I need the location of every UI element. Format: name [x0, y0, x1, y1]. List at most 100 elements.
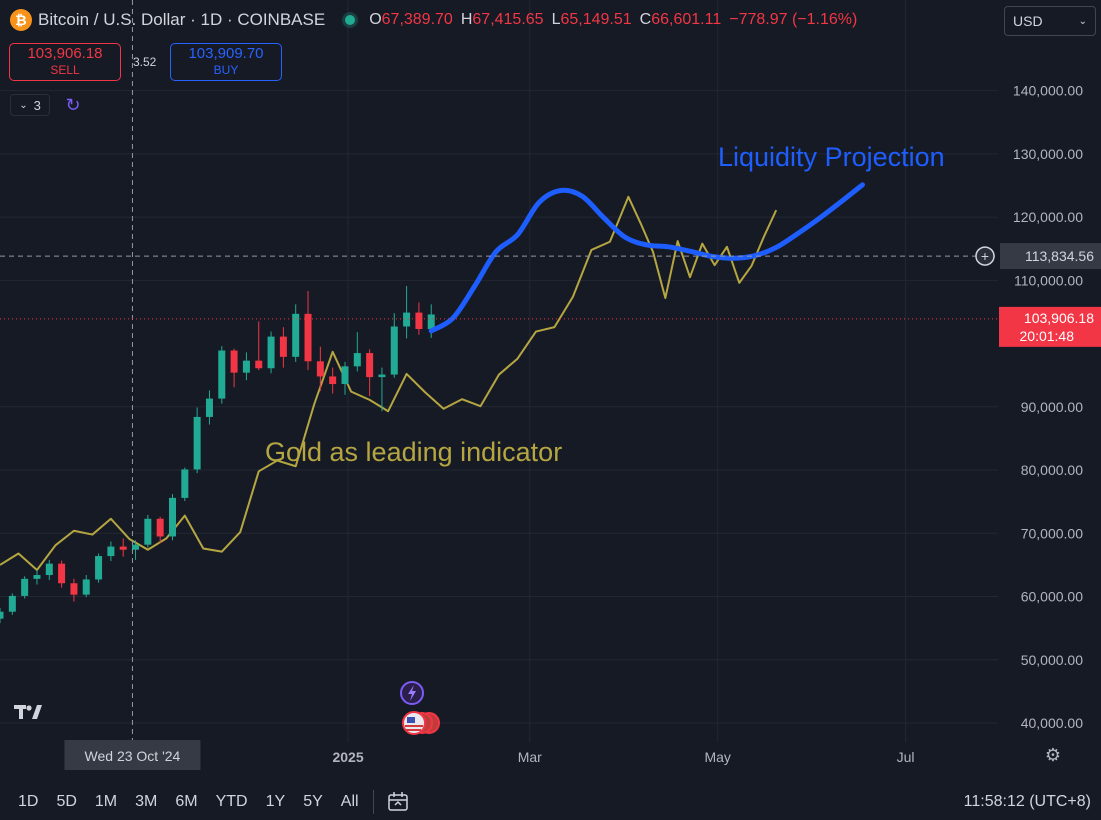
chevron-down-icon: ⌄	[1078, 15, 1087, 27]
symbol-title[interactable]: Bitcoin / U.S. Dollar · 1D · COINBASE	[38, 10, 326, 29]
high-label: H	[460, 11, 473, 28]
price-tick-label: 120,000.00	[1013, 209, 1083, 225]
tradingview-logo-icon	[14, 705, 42, 719]
liquidity-projection-series	[428, 182, 865, 334]
candle-body	[218, 350, 226, 399]
time-axis: 2025 Mar May Jul	[332, 749, 914, 765]
candlestick-series	[0, 286, 435, 624]
chart-annotations: Gold as leading indicator Liquidity Proje…	[265, 142, 945, 467]
candle-body	[230, 350, 238, 373]
candle-body	[341, 366, 349, 385]
chart-header: ₿ Bitcoin / U.S. Dollar · 1D · COINBASE …	[0, 0, 1000, 40]
price-tick-label: 60,000.00	[1021, 589, 1083, 605]
candle-body	[107, 546, 115, 557]
settings-gear-icon[interactable]: ⚙	[1044, 745, 1062, 765]
time-tick-label: Jul	[897, 749, 915, 765]
timeframe-1m[interactable]: 1M	[94, 793, 118, 810]
current-price-label: 103,906.18	[1024, 310, 1094, 326]
candle-body	[378, 374, 386, 378]
timeframe-3m[interactable]: 3M	[135, 793, 158, 810]
change-value: −778.97 (−1.16%)	[729, 11, 858, 28]
candle-body	[205, 398, 213, 417]
indicator-count: 3	[33, 97, 41, 113]
candle-body	[353, 353, 361, 367]
time-tick-label: Mar	[518, 749, 542, 765]
crosshair-date-badge	[64, 740, 201, 770]
candle-body	[316, 361, 324, 377]
candle-body	[70, 583, 78, 595]
candle-body	[329, 376, 337, 385]
candle-body	[403, 312, 411, 327]
timeframe-ytd[interactable]: YTD	[215, 793, 248, 810]
candle-body	[292, 313, 300, 357]
timeframe-all[interactable]: All	[340, 793, 359, 810]
candle-body	[119, 546, 127, 550]
plus-icon: +	[981, 248, 989, 264]
timeframe-5d[interactable]: 5D	[56, 793, 77, 810]
candle-body	[279, 336, 287, 357]
candle-body	[366, 353, 374, 378]
candle-body	[168, 497, 176, 537]
candle-body	[58, 563, 66, 584]
crosshair-price-badge	[1000, 243, 1101, 270]
close-label: C	[639, 11, 652, 28]
liquidity-projection-line	[428, 182, 865, 334]
candle-body	[193, 416, 201, 470]
candle-body	[415, 312, 423, 330]
lightning-event-icon[interactable]	[396, 680, 426, 706]
gold-annotation-label: Gold as leading indicator	[265, 437, 562, 467]
ohlc-readout: O67,389.70 H67,415.65 L65,149.51 C66,601…	[369, 11, 857, 29]
time-tick-label: May	[704, 749, 730, 765]
candle-body	[267, 336, 275, 369]
candle-body	[181, 469, 189, 498]
timeframe-1d[interactable]: 1D	[18, 793, 39, 810]
candle-body	[95, 556, 103, 580]
close-value: 66,601.11	[651, 11, 722, 28]
sell-button[interactable]: 103,906.18 SELL	[9, 43, 121, 81]
sell-price: 103,906.18	[27, 45, 103, 62]
us-flag-event-icon[interactable]	[400, 710, 444, 736]
candle-body	[427, 314, 435, 330]
chart-guides: Wed 23 Oct '24 + 113,834.56 103,906.18 20:01…	[0, 0, 1101, 770]
currency-label: USD	[1013, 13, 1043, 29]
spread-value: 3.52	[133, 55, 157, 69]
price-axis: 140,000.00 130,000.00 120,000.00 110,000.00…	[1013, 83, 1083, 731]
candle-body	[144, 518, 152, 545]
timeframe-1y[interactable]: 1Y	[265, 793, 286, 810]
currency-select[interactable]: USD ⌄	[1004, 6, 1096, 36]
crosshair-date-label: Wed 23 Oct '24	[85, 748, 181, 764]
bottom-toolbar: 1D 5D 1M 3M 6M YTD 1Y 5Y All 11:58:12 (U…	[0, 784, 1101, 820]
refresh-icon[interactable]: ↻	[65, 95, 81, 115]
sell-label: SELL	[50, 63, 80, 77]
timeframe-5y[interactable]: 5Y	[303, 793, 323, 810]
candle-body	[45, 563, 53, 576]
candle-body	[156, 518, 164, 537]
clock-readout[interactable]: 11:58:12 (UTC+8)	[963, 793, 1091, 810]
candle-body	[132, 544, 140, 550]
candle-body	[8, 595, 16, 612]
candle-body	[33, 575, 41, 579]
timeframe-6m[interactable]: 6M	[175, 793, 198, 810]
price-tick-label: 40,000.00	[1021, 715, 1083, 731]
candle-body	[255, 360, 263, 369]
bitcoin-icon: ₿	[10, 9, 32, 31]
date-range-icon[interactable]	[386, 791, 412, 813]
buy-label: BUY	[213, 63, 239, 77]
candle-body	[0, 611, 4, 619]
candle-body	[304, 313, 312, 362]
projection-annotation-label: Liquidity Projection	[718, 142, 945, 172]
add-order-plus-icon	[975, 246, 995, 266]
low-label: L	[551, 11, 561, 28]
indicators-toggle[interactable]: ⌄ 3	[10, 94, 50, 116]
buy-button[interactable]: 103,909.70 BUY	[170, 43, 282, 81]
candle-body	[82, 579, 90, 595]
open-value: 67,389.70	[381, 11, 453, 28]
bar-countdown-label: 20:01:48	[1020, 328, 1075, 344]
candle-body	[242, 360, 250, 373]
crosshair-price-label: 113,834.56	[1025, 248, 1094, 264]
price-tick-label: 90,000.00	[1021, 399, 1083, 415]
tradingview-logo[interactable]	[14, 700, 44, 728]
price-tick-label: 130,000.00	[1013, 146, 1083, 162]
high-value: 67,415.65	[472, 11, 544, 28]
